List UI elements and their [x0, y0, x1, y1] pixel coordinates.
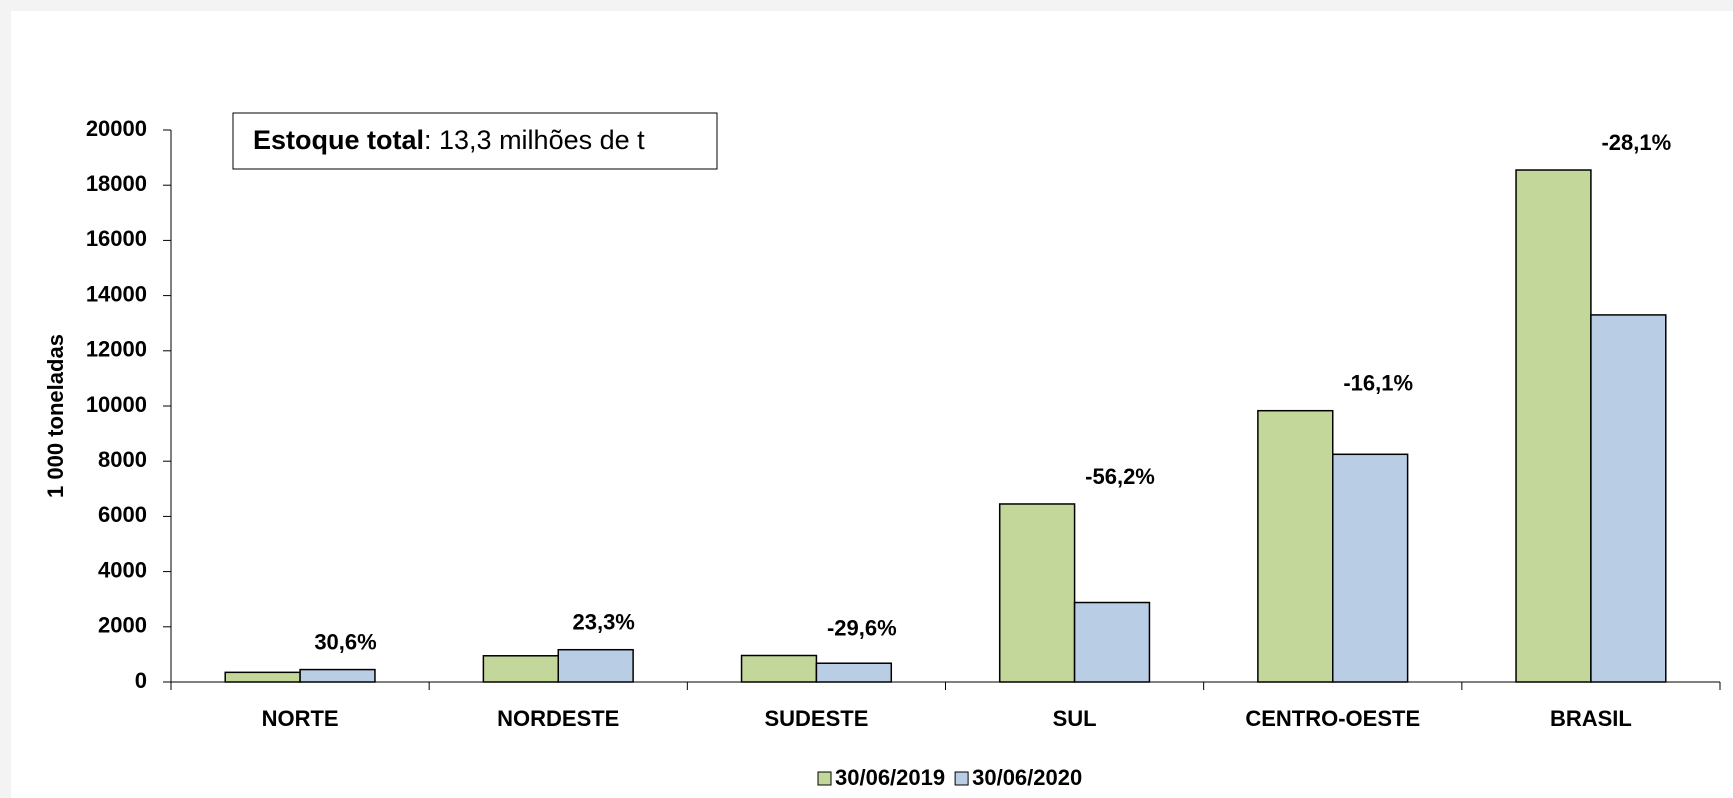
change-label: -16,1% [1343, 371, 1413, 396]
y-tick-label: 8000 [98, 447, 147, 472]
annotation: Estoque total: 13,3 milhões de t [253, 125, 645, 155]
bar [1590, 314, 1667, 683]
y-tick-label: 20000 [86, 116, 147, 141]
bar [998, 503, 1076, 683]
x-tick-label: BRASIL [1550, 706, 1632, 731]
legend-swatch [954, 771, 969, 786]
legend-swatch [817, 771, 832, 786]
y-tick-label: 2000 [98, 613, 147, 638]
legend-label: 30/06/2020 [972, 765, 1082, 790]
x-tick-label: NORTE [262, 706, 339, 731]
bar [1332, 453, 1409, 683]
change-label: -29,6% [827, 615, 897, 640]
x-tick-label: SUDESTE [764, 706, 868, 731]
change-label: 23,3% [572, 610, 634, 635]
bar [299, 668, 376, 683]
bar [815, 662, 893, 683]
bar [482, 655, 559, 683]
y-tick-label: 0 [135, 668, 147, 693]
change-label: -56,2% [1085, 464, 1155, 489]
y-tick-label: 16000 [86, 226, 147, 251]
y-tick-label: 6000 [98, 502, 147, 527]
y-tick-label: 12000 [86, 337, 147, 362]
y-tick-label: 4000 [98, 557, 147, 582]
x-tick-label: CENTRO-OESTE [1245, 706, 1420, 731]
change-label: -28,1% [1601, 130, 1671, 155]
annotation-box [232, 112, 718, 170]
y-tick-label: 14000 [86, 281, 147, 306]
legend-label: 30/06/2019 [835, 765, 945, 790]
change-label: 30,6% [314, 629, 376, 654]
bar [1515, 169, 1592, 683]
bar [224, 671, 301, 683]
bar [557, 648, 634, 683]
y-tick-label: 10000 [86, 392, 147, 417]
annotation-text: : 13,3 milhões de t [424, 125, 645, 155]
x-tick-label: NORDESTE [497, 706, 619, 731]
annotation-bold: Estoque total [253, 125, 424, 155]
y-tick-label: 18000 [86, 171, 147, 196]
y-axis-label: 1 000 toneladas [43, 334, 68, 498]
bar [1073, 601, 1151, 683]
bar [1257, 409, 1334, 683]
bar [740, 654, 818, 683]
x-tick-label: SUL [1053, 706, 1097, 731]
